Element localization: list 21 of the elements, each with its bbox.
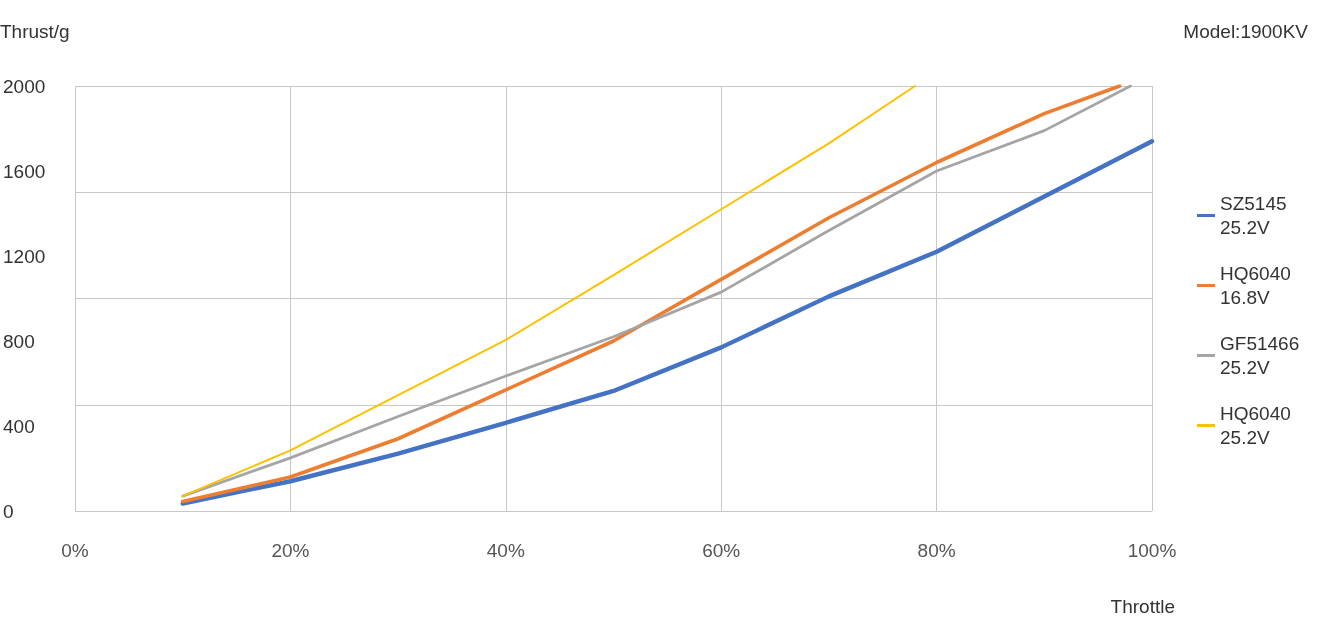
legend-label: HQ6040 16.8V xyxy=(1220,263,1297,308)
y-tick-label: 0 xyxy=(3,500,14,522)
x-tick-label: 60% xyxy=(702,540,741,561)
legend-label: SZ5145 25.2V xyxy=(1220,193,1292,238)
x-tick-label: 0% xyxy=(61,540,89,561)
y-tick-label: 1600 xyxy=(3,160,46,182)
legend-label: HQ6040 25.2V xyxy=(1220,403,1297,448)
x-axis-title: Throttle xyxy=(1110,596,1176,617)
line-series xyxy=(181,85,917,498)
x-tick-label: 20% xyxy=(271,540,310,561)
legend-label: GF51466 25.2V xyxy=(1220,333,1305,378)
y-tick-label: 1200 xyxy=(3,245,46,267)
x-tick-label: 80% xyxy=(917,540,956,561)
text: Model:1900KV xyxy=(1183,21,1309,42)
y-axis-title: Thrust/g xyxy=(0,21,70,42)
x-tick-label: 40% xyxy=(486,540,525,561)
y-tick-label: 2000 xyxy=(3,75,46,97)
y-tick-label: 400 xyxy=(3,415,35,437)
x-tick-label: 100% xyxy=(1127,540,1177,561)
line-series xyxy=(180,139,1155,506)
y-tick-label: 800 xyxy=(3,330,35,352)
